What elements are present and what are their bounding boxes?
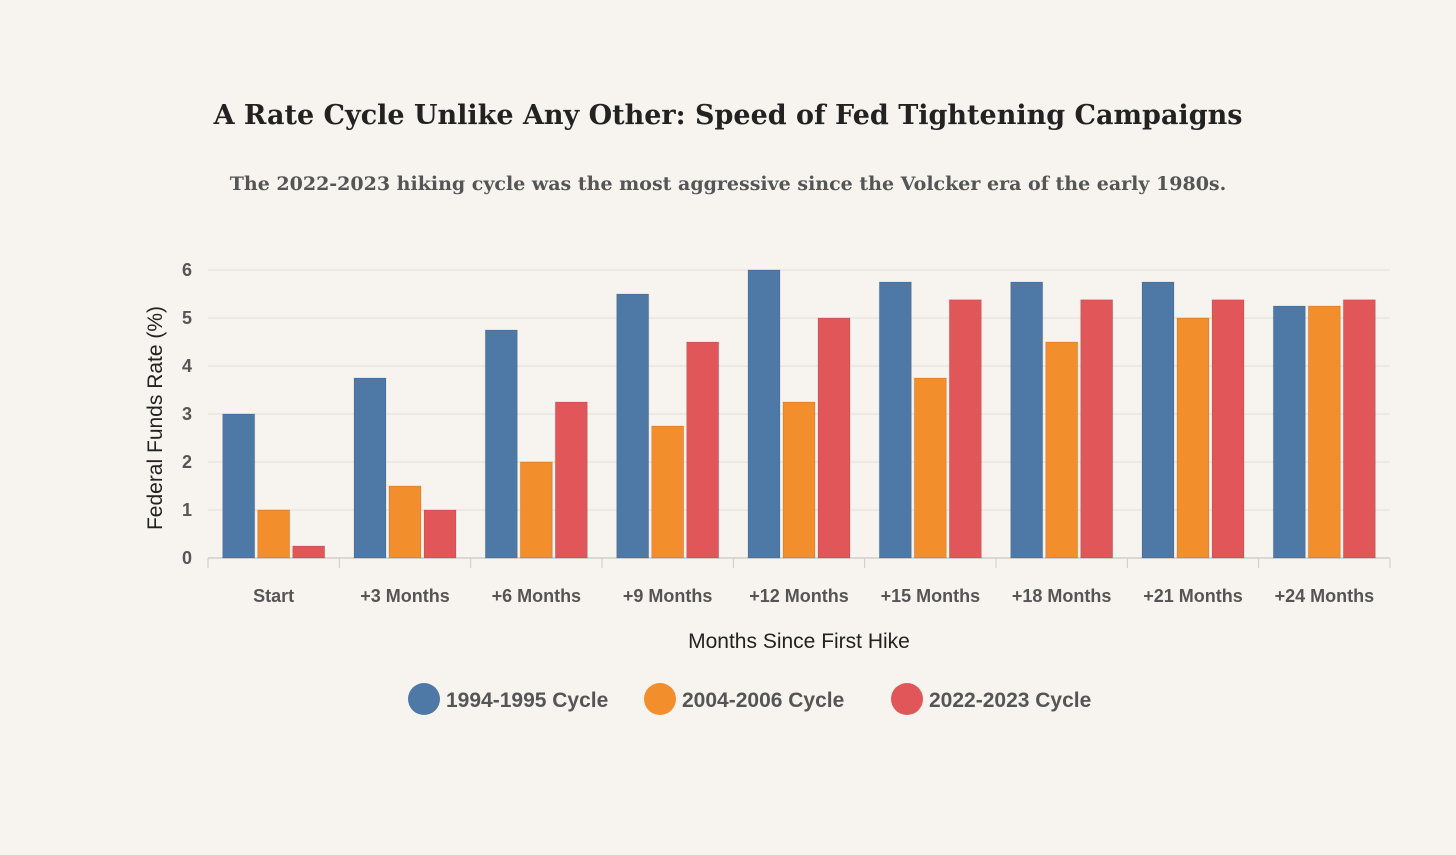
x-axis-title: Months Since First Hike: [688, 630, 910, 653]
chart-subtitle: The 2022-2023 hiking cycle was the most …: [229, 173, 1227, 195]
y-tick-label: 2: [182, 452, 192, 472]
x-tick-label: Start: [253, 586, 294, 606]
x-tick-label: +24 Months: [1275, 586, 1375, 606]
legend-label: 1994-1995 Cycle: [446, 689, 608, 712]
x-tick-label: +6 Months: [492, 586, 582, 606]
y-tick-label: 4: [182, 356, 192, 376]
bar-2022-2023-cycle: [948, 299, 982, 559]
bar-2004-2006-cycle: [1307, 305, 1341, 559]
bar-1994-1995-cycle: [222, 413, 256, 559]
y-tick-label: 3: [182, 404, 192, 424]
bar-1994-1995-cycle: [616, 293, 650, 559]
bar-2004-2006-cycle: [913, 377, 947, 559]
bar-2004-2006-cycle: [1045, 341, 1079, 559]
bar-2022-2023-cycle: [554, 401, 588, 559]
x-tick-label: +3 Months: [360, 586, 450, 606]
bar-1994-1995-cycle: [878, 281, 912, 559]
legend-label: 2004-2006 Cycle: [682, 689, 844, 712]
bar-2022-2023-cycle: [1080, 299, 1114, 559]
legend-swatch: [408, 683, 440, 715]
x-tick-label: +12 Months: [749, 586, 849, 606]
x-tick-label: +9 Months: [623, 586, 713, 606]
bar-2022-2023-cycle: [817, 317, 851, 559]
y-tick-label: 1: [182, 500, 192, 520]
bar-1994-1995-cycle: [1141, 281, 1175, 559]
bar-1994-1995-cycle: [747, 269, 781, 559]
y-axis-title: Federal Funds Rate (%): [144, 306, 167, 530]
legend-swatch: [891, 683, 923, 715]
bar-2022-2023-cycle: [1211, 299, 1245, 559]
bar-2004-2006-cycle: [651, 425, 685, 559]
legend-label: 2022-2023 Cycle: [929, 689, 1091, 712]
x-tick-label: +21 Months: [1143, 586, 1243, 606]
x-tick-label: +15 Months: [881, 586, 981, 606]
bar-2004-2006-cycle: [782, 401, 816, 559]
bar-2004-2006-cycle: [1176, 317, 1210, 559]
bar-2022-2023-cycle: [292, 545, 326, 559]
chart-title: A Rate Cycle Unlike Any Other: Speed of …: [213, 100, 1243, 131]
bar-2022-2023-cycle: [686, 341, 720, 559]
y-tick-label: 6: [182, 260, 192, 280]
bar-1994-1995-cycle: [484, 329, 518, 559]
bar-2022-2023-cycle: [423, 509, 457, 559]
y-tick-label: 0: [182, 548, 192, 568]
bar-1994-1995-cycle: [353, 377, 387, 559]
legend-swatch: [644, 683, 676, 715]
bar-2004-2006-cycle: [388, 485, 422, 559]
y-tick-label: 5: [182, 308, 192, 328]
bar-1994-1995-cycle: [1272, 305, 1306, 559]
bar-2004-2006-cycle: [257, 509, 291, 559]
bar-2004-2006-cycle: [519, 461, 553, 559]
bar-2022-2023-cycle: [1342, 299, 1376, 559]
x-tick-label: +18 Months: [1012, 586, 1112, 606]
bar-1994-1995-cycle: [1010, 281, 1044, 559]
